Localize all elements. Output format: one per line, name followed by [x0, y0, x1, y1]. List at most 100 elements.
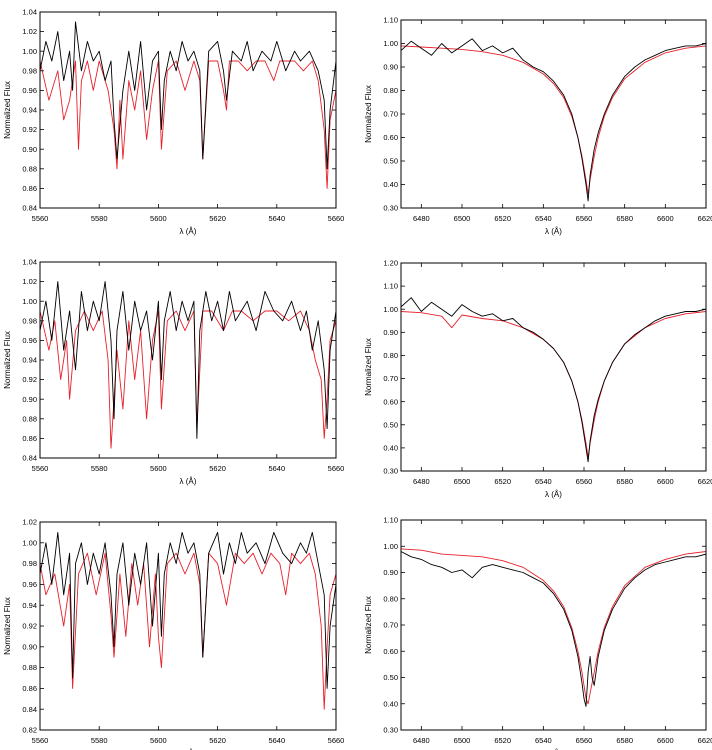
x-tick-label: 6480 — [413, 477, 430, 486]
y-axis-label: Normalized Flux — [3, 331, 12, 389]
y-tick-label: 0.94 — [22, 106, 37, 115]
y-tick-label: 0.86 — [22, 434, 37, 443]
series-model-line — [40, 60, 336, 189]
x-tick-label: 5600 — [150, 464, 167, 473]
y-tick-label: 0.60 — [383, 397, 398, 406]
y-tick-label: 1.00 — [22, 297, 37, 306]
x-tick-label: 6560 — [576, 214, 593, 223]
y-tick-label: 0.30 — [383, 726, 398, 735]
y-tick-label: 1.00 — [383, 542, 398, 551]
y-tick-label: 1.10 — [383, 282, 398, 291]
y-tick-label: 0.88 — [22, 663, 37, 672]
y-tick-label: 0.80 — [383, 86, 398, 95]
plot-frame — [400, 262, 707, 472]
y-tick-label: 0.92 — [22, 622, 37, 631]
y-tick-label: 0.96 — [22, 336, 37, 345]
y-tick-label: 0.50 — [383, 420, 398, 429]
x-tick-label: 5560 — [32, 214, 49, 223]
y-axis-label: Normalized Flux — [3, 597, 12, 655]
y-tick-label: 0.84 — [22, 454, 37, 463]
y-axis-label: Normalized Flux — [364, 338, 373, 396]
y-tick-label: 0.70 — [383, 374, 398, 383]
x-tick-label: 6600 — [657, 736, 674, 745]
x-tick-label: 5640 — [268, 736, 285, 745]
x-tick-label: 5600 — [150, 736, 167, 745]
y-tick-label: 1.10 — [383, 16, 398, 25]
y-tick-label: 1.00 — [22, 47, 37, 56]
series-observed-line — [40, 531, 336, 689]
x-tick-label: 6480 — [413, 214, 430, 223]
y-tick-label: 0.82 — [22, 726, 37, 735]
x-tick-label: 6560 — [576, 736, 593, 745]
x-tick-label: 6580 — [616, 477, 633, 486]
y-tick-label: 1.00 — [22, 538, 37, 547]
x-axis-label: λ (Å) — [545, 490, 562, 499]
x-tick-label: 5580 — [91, 214, 108, 223]
y-tick-label: 0.88 — [22, 414, 37, 423]
x-tick-label: 6520 — [494, 736, 511, 745]
x-tick-label: 6500 — [454, 477, 471, 486]
x-tick-label: 6520 — [494, 477, 511, 486]
y-tick-label: 1.02 — [22, 277, 37, 286]
y-tick-label: 1.02 — [22, 518, 37, 527]
x-tick-label: 6500 — [454, 736, 471, 745]
y-tick-label: 0.50 — [383, 157, 398, 166]
y-tick-label: 0.92 — [22, 125, 37, 134]
y-tick-label: 0.60 — [383, 647, 398, 656]
y-tick-label: 0.86 — [22, 184, 37, 193]
y-tick-label: 1.00 — [383, 39, 398, 48]
x-tick-label: 5580 — [91, 736, 108, 745]
y-tick-label: 0.50 — [383, 673, 398, 682]
x-tick-label: 5560 — [32, 464, 49, 473]
x-tick-label: 6500 — [454, 214, 471, 223]
y-axis-label: Normalized Flux — [364, 596, 373, 654]
x-tick-label: 6580 — [616, 736, 633, 745]
x-tick-label: 6480 — [413, 736, 430, 745]
y-tick-label: 0.70 — [383, 621, 398, 630]
x-tick-label: 5640 — [268, 464, 285, 473]
y-axis-label: Normalized Flux — [364, 85, 373, 143]
x-tick-label: 5620 — [209, 464, 226, 473]
series-observed-line — [40, 21, 336, 170]
y-tick-label: 1.02 — [22, 27, 37, 36]
y-tick-label: 1.04 — [22, 8, 37, 17]
x-tick-label: 6540 — [535, 214, 552, 223]
y-tick-label: 0.90 — [22, 395, 37, 404]
y-tick-label: 0.90 — [22, 642, 37, 651]
x-axis-label: λ (Å) — [180, 477, 197, 486]
y-tick-label: 1.04 — [22, 258, 37, 267]
x-tick-label: 5640 — [268, 214, 285, 223]
y-tick-label: 0.88 — [22, 164, 37, 173]
y-tick-label: 0.84 — [22, 204, 37, 213]
y-tick-label: 1.20 — [383, 259, 398, 268]
y-tick-label: 0.90 — [22, 145, 37, 154]
y-tick-label: 0.84 — [22, 705, 37, 714]
x-tick-label: 6540 — [535, 477, 552, 486]
y-tick-label: 0.86 — [22, 684, 37, 693]
y-tick-label: 0.94 — [22, 601, 37, 610]
x-tick-label: 5660 — [328, 464, 345, 473]
chart-panel-bottom-left: 5560 5580 5600 5620 5640 5660 0.82 0.84 0.86 0.88… — [3, 518, 344, 750]
y-tick-label: 0.60 — [383, 133, 398, 142]
series-observed-line — [40, 281, 336, 439]
series-model-line — [40, 552, 336, 710]
x-tick-label: 5660 — [328, 736, 345, 745]
y-tick-label: 0.98 — [22, 316, 37, 325]
y-tick-label: 0.80 — [383, 594, 398, 603]
x-tick-label: 5580 — [91, 464, 108, 473]
y-tick-label: 0.94 — [22, 356, 37, 365]
series-observed-line — [401, 297, 706, 463]
x-tick-label: 6520 — [494, 214, 511, 223]
y-tick-label: 0.90 — [383, 568, 398, 577]
y-tick-label: 0.96 — [22, 580, 37, 589]
x-tick-label: 6600 — [657, 214, 674, 223]
series-model-line — [401, 45, 706, 195]
series-model-line — [401, 548, 706, 705]
y-tick-label: 0.40 — [383, 180, 398, 189]
x-axis-label: λ (Å) — [545, 227, 562, 236]
